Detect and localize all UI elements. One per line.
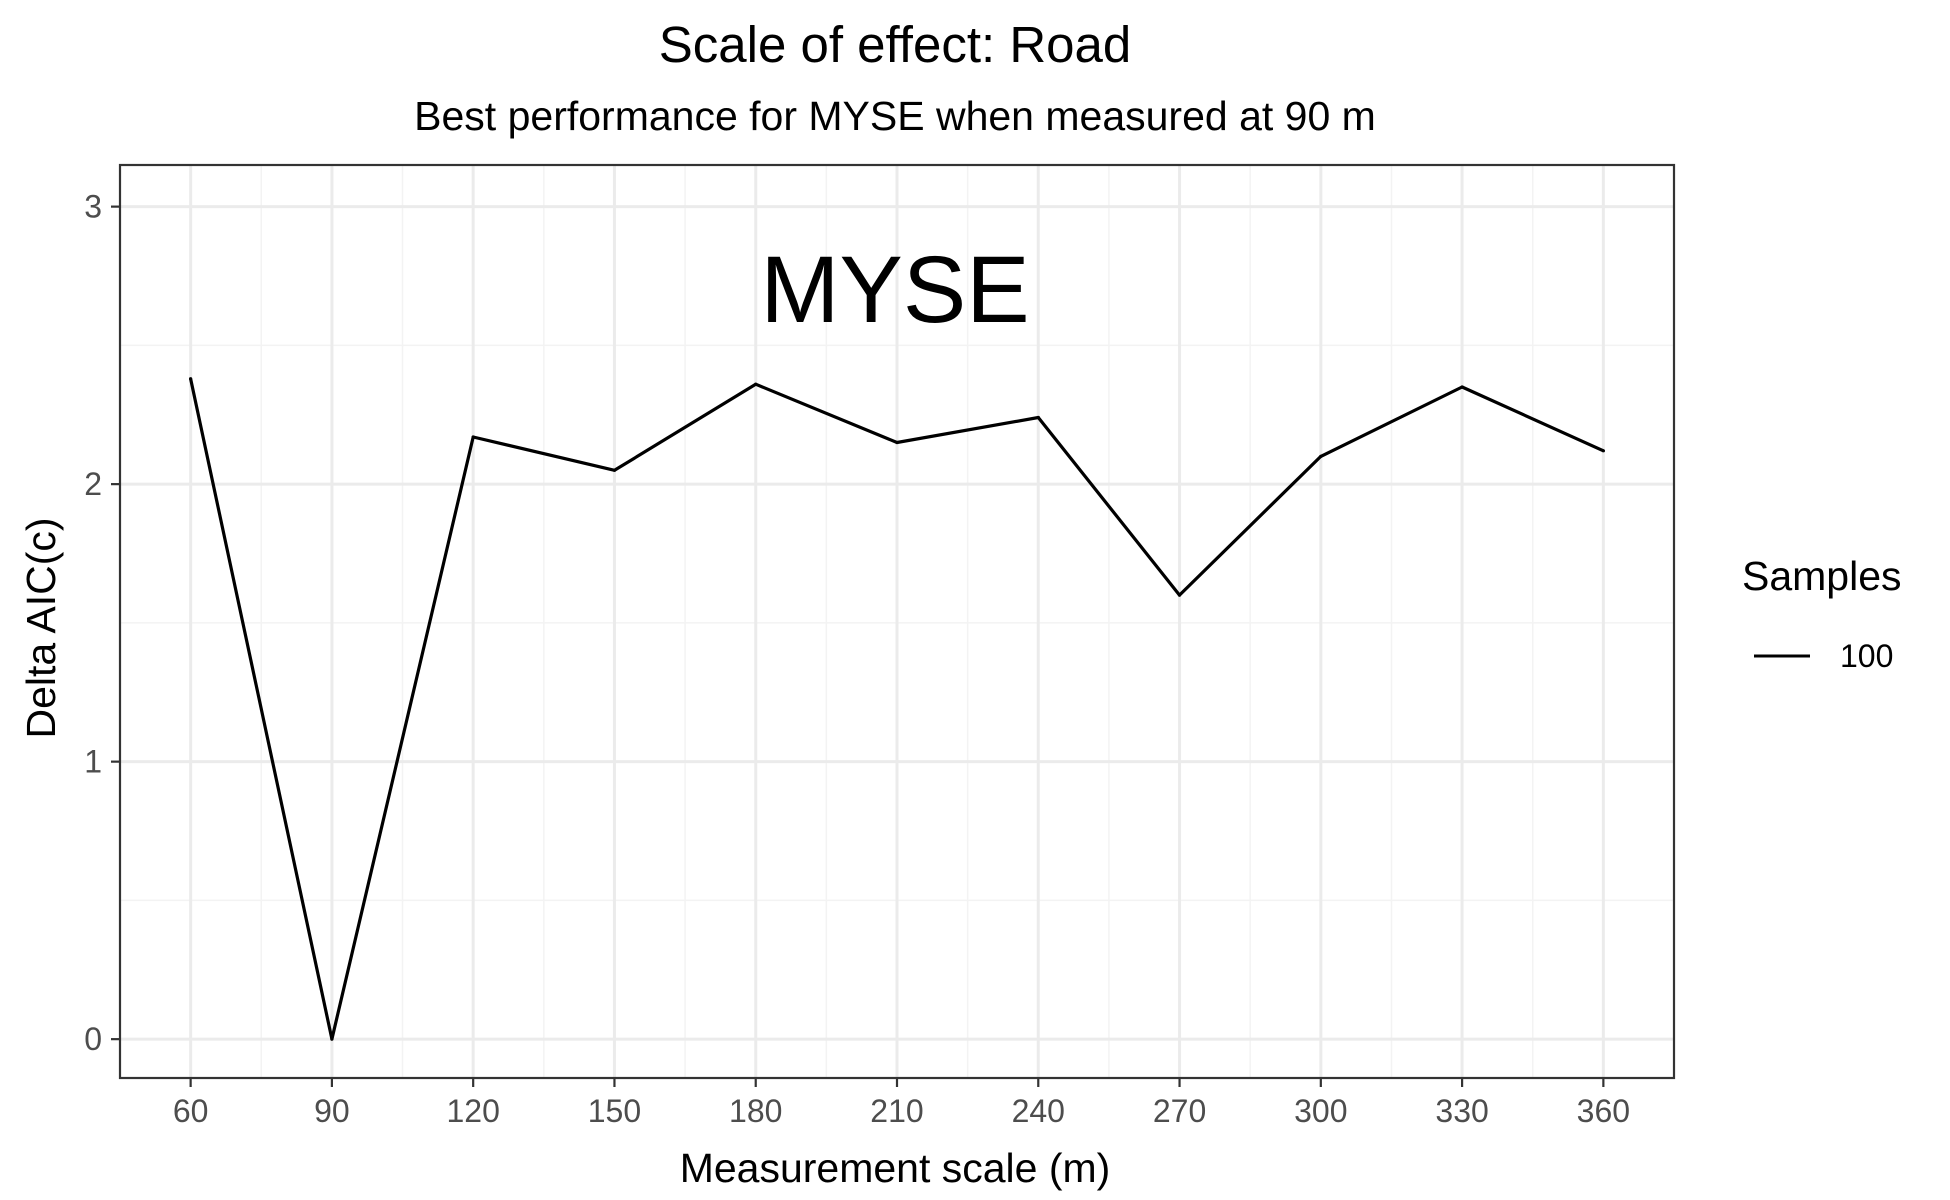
legend-title: Samples (1742, 553, 1902, 599)
x-tick-label: 90 (314, 1093, 350, 1129)
data-point (1319, 454, 1323, 458)
y-tick-label: 1 (84, 744, 102, 780)
data-point (330, 1037, 334, 1041)
x-tick-label: 330 (1435, 1093, 1488, 1129)
data-point (1601, 449, 1605, 453)
chart-annotation: MYSE (760, 237, 1029, 343)
data-point (1177, 593, 1182, 597)
x-tick-label: 60 (173, 1093, 209, 1129)
data-point (754, 382, 758, 386)
x-axis-ticks: 60 90 120 150 180 210 240 270 300 330 360 (173, 1078, 1630, 1129)
x-tick-label: 300 (1294, 1093, 1347, 1129)
y-tick-label: 3 (84, 189, 102, 225)
chart-subtitle: Best performance for MYSE when measured … (414, 93, 1376, 139)
x-tick-label: 270 (1153, 1093, 1206, 1129)
data-point (1036, 415, 1040, 420)
data-point (471, 435, 475, 439)
x-tick-label: 210 (870, 1093, 923, 1129)
x-tick-label: 120 (446, 1093, 499, 1129)
x-tick-label: 180 (729, 1093, 782, 1129)
y-tick-label: 0 (84, 1021, 102, 1057)
data-point (189, 377, 193, 381)
y-axis-title: Delta AIC(c) (18, 518, 64, 739)
x-tick-label: 150 (588, 1093, 641, 1129)
y-axis-ticks: 0 1 2 3 (84, 189, 120, 1057)
legend: Samples 100 (1742, 553, 1902, 674)
legend-label: 100 (1840, 638, 1893, 674)
data-point (895, 440, 899, 445)
data-point (612, 468, 617, 472)
major-gridlines (120, 165, 1674, 1078)
data-point (1460, 385, 1464, 389)
chart-title: Scale of effect: Road (659, 16, 1132, 73)
y-tick-label: 2 (84, 466, 102, 502)
x-tick-label: 360 (1577, 1093, 1630, 1129)
series-layer (189, 377, 1605, 1041)
x-tick-label: 240 (1012, 1093, 1065, 1129)
x-axis-title: Measurement scale (m) (680, 1145, 1111, 1191)
